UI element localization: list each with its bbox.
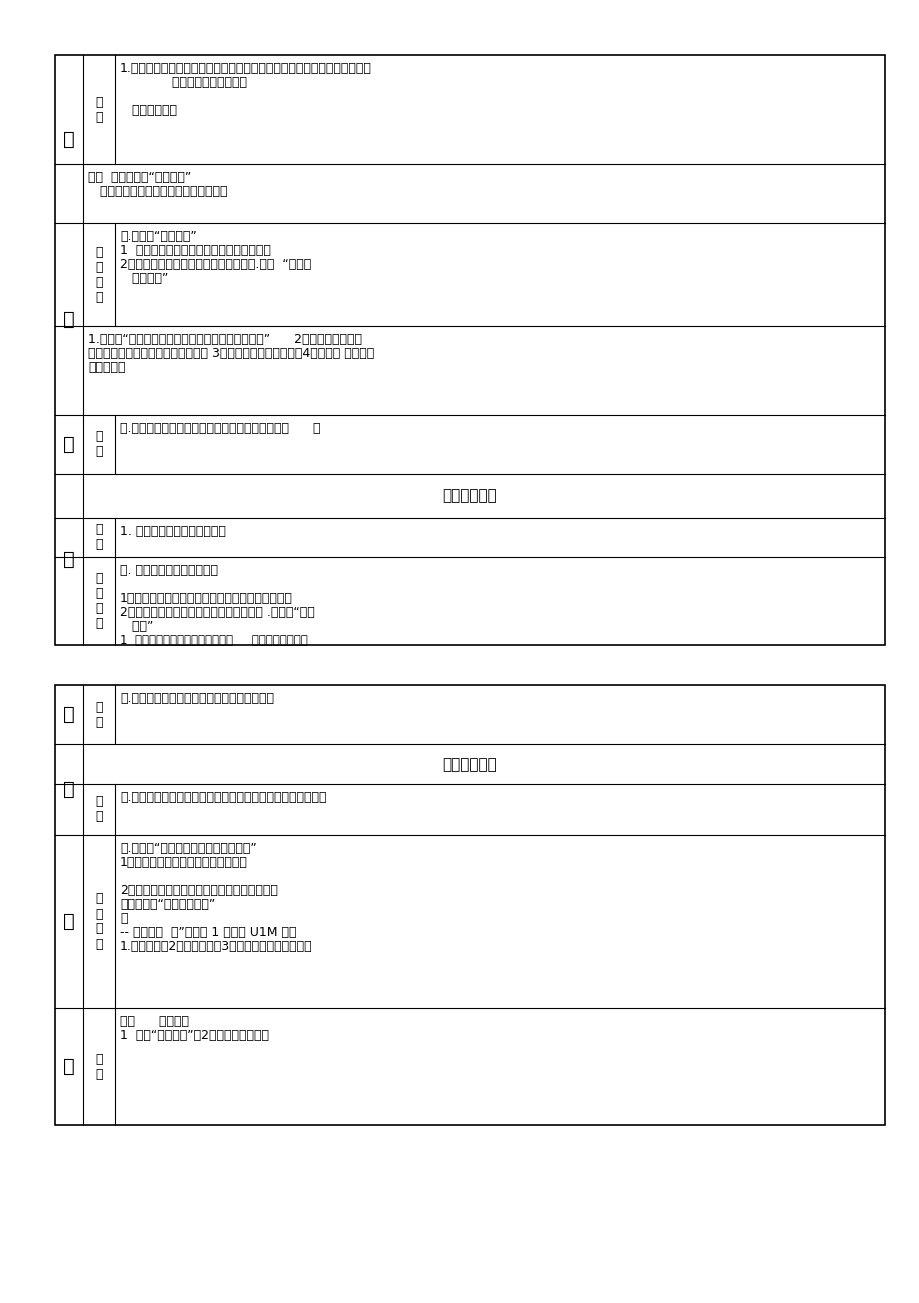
Text: 拓
展: 拓 展 [96, 1053, 103, 1080]
Text: 引
入: 引 入 [96, 95, 103, 124]
Text: 1  用图文方式记录收集到的谚语。     （填与书上图表）: 1 用图文方式记录收集到的谚语。 （填与书上图表） [119, 633, 308, 646]
Text: 2．小组交流，记录。（比一比哪组知道的多）: 2．小组交流，记录。（比一比哪组知道的多） [119, 883, 278, 896]
Text: 气（可以用绘画或诗歌的形式记录） 3．分组交流我们的记录。4．各组展 示我们记: 气（可以用绘画或诗歌的形式记录） 3．分组交流我们的记录。4．各组展 示我们记 [88, 348, 374, 361]
Text: 一.（创设情景）教师扮演预报员先给大家播报今天的天气情况: 一.（创设情景）教师扮演预报员先给大家播报今天的天气情况 [119, 791, 326, 804]
Text: 一.说说利用谚语来预测天气变化的优点和不足: 一.说说利用谚语来预测天气变化的优点和不足 [119, 692, 274, 705]
Text: 一.谈话：“现代人是怎样知道天气的？”: 一.谈话：“现代人是怎样知道天气的？” [119, 842, 256, 855]
Text: 教: 教 [63, 129, 74, 149]
Text: 二．      认识天气: 二． 认识天气 [119, 1015, 188, 1028]
Text: 欢的天气”: 欢的天气” [119, 272, 168, 285]
Text: -- 忄占切：  反”表小人 1 日尺氐 U1M 寸之: -- 忄占切： 反”表小人 1 日尺氐 U1M 寸之 [119, 925, 296, 938]
Text: 1．引导学生说出多种方法（师板书）: 1．引导学生说出多种方法（师板书） [119, 856, 247, 869]
Text: 引
入: 引 入 [96, 795, 103, 823]
Text: 学: 学 [63, 310, 74, 328]
Text: 1. 交流我们收集到的天气谚语: 1. 交流我们收集到的天气谚语 [119, 525, 226, 538]
Text: 引导学生观察生活中的各种天气变化。: 引导学生观察生活中的各种天气变化。 [88, 185, 227, 198]
Text: 1  请学生回忆文学作品中描述天气的词语。: 1 请学生回忆文学作品中描述天气的词语。 [119, 244, 270, 257]
Text: 一. 怎样知道天气变化的消息: 一. 怎样知道天气变化的消息 [119, 563, 218, 576]
Text: （第二课时）: （第二课时） [442, 489, 497, 503]
Text: 谚语”: 谚语” [119, 619, 153, 632]
Text: 程: 程 [63, 1057, 74, 1076]
Text: 程: 程 [63, 550, 74, 569]
Text: 一: 一 [119, 912, 128, 925]
Text: 一.活动：“描述天气”: 一.活动：“描述天气” [119, 231, 197, 244]
Bar [55, 55, 884, 645]
Text: 学: 学 [63, 780, 74, 799]
Text: 探
究
活
动: 探 究 活 动 [96, 572, 103, 629]
Text: 拓
展: 拓 展 [96, 430, 103, 459]
Text: 探
究
活
动: 探 究 活 动 [96, 893, 103, 950]
Text: 教: 教 [63, 705, 74, 724]
Text: 探
究
活
动: 探 究 活 动 [96, 246, 103, 304]
Text: 过: 过 [63, 912, 74, 932]
Text: 一．  观看课件：“天气变化”: 一． 观看课件：“天气变化” [88, 171, 191, 184]
Text: 录的天气。: 录的天气。 [88, 361, 125, 374]
Text: 2．回忆我们学过的与天气有关的诗歌。.活动  “我最喜: 2．回忆我们学过的与天气有关的诗歌。.活动 “我最喜 [119, 258, 311, 271]
Bar [55, 685, 884, 1124]
Text: 拓
展: 拓 展 [96, 701, 103, 728]
Text: 引
入: 引 入 [96, 524, 103, 551]
Text: 2．谈话：哪些自然现象能预知天气变化？ .活动：“天气: 2．谈话：哪些自然现象能预知天气变化？ .活动：“天气 [119, 606, 314, 619]
Text: 1  自学“科学在线”。2．介绍自学成果。: 1 自学“科学在线”。2．介绍自学成果。 [119, 1029, 268, 1042]
Text: 1．谈话：古代人们是怎样知道天气变化的消息的？: 1．谈话：古代人们是怎样知道天气变化的消息的？ [119, 592, 292, 605]
Text: 生自由谈感受: 生自由谈感受 [119, 104, 176, 117]
Text: 样？出门要准备什么？: 样？出门要准备什么？ [119, 76, 246, 89]
Text: （第三课时）: （第三课时） [442, 757, 497, 771]
Text: 1.自主设计。2。分组交流。3．认识标准的图形符号。: 1.自主设计。2。分组交流。3．认识标准的图形符号。 [119, 939, 312, 952]
Text: 1.谈话：“你最喜欢什么天气，和小组成员口头交流”      2．记录我喜欢的天: 1.谈话：“你最喜欢什么天气，和小组成员口头交流” 2．记录我喜欢的天 [88, 334, 361, 347]
Text: 过: 过 [63, 435, 74, 453]
Text: 1.（创设情景）：师：今天早上起床推开窗，你发现天气如何？你的心情怎: 1.（创设情景）：师：今天早上起床推开窗，你发现天气如何？你的心情怎 [119, 63, 371, 76]
Text: 一.课余收集民间有关天气的谚语，并把它记录下来      。: 一.课余收集民间有关天气的谚语，并把它记录下来 。 [119, 422, 320, 435]
Text: 一．交流：“播报天气消息”: 一．交流：“播报天气消息” [119, 898, 215, 911]
